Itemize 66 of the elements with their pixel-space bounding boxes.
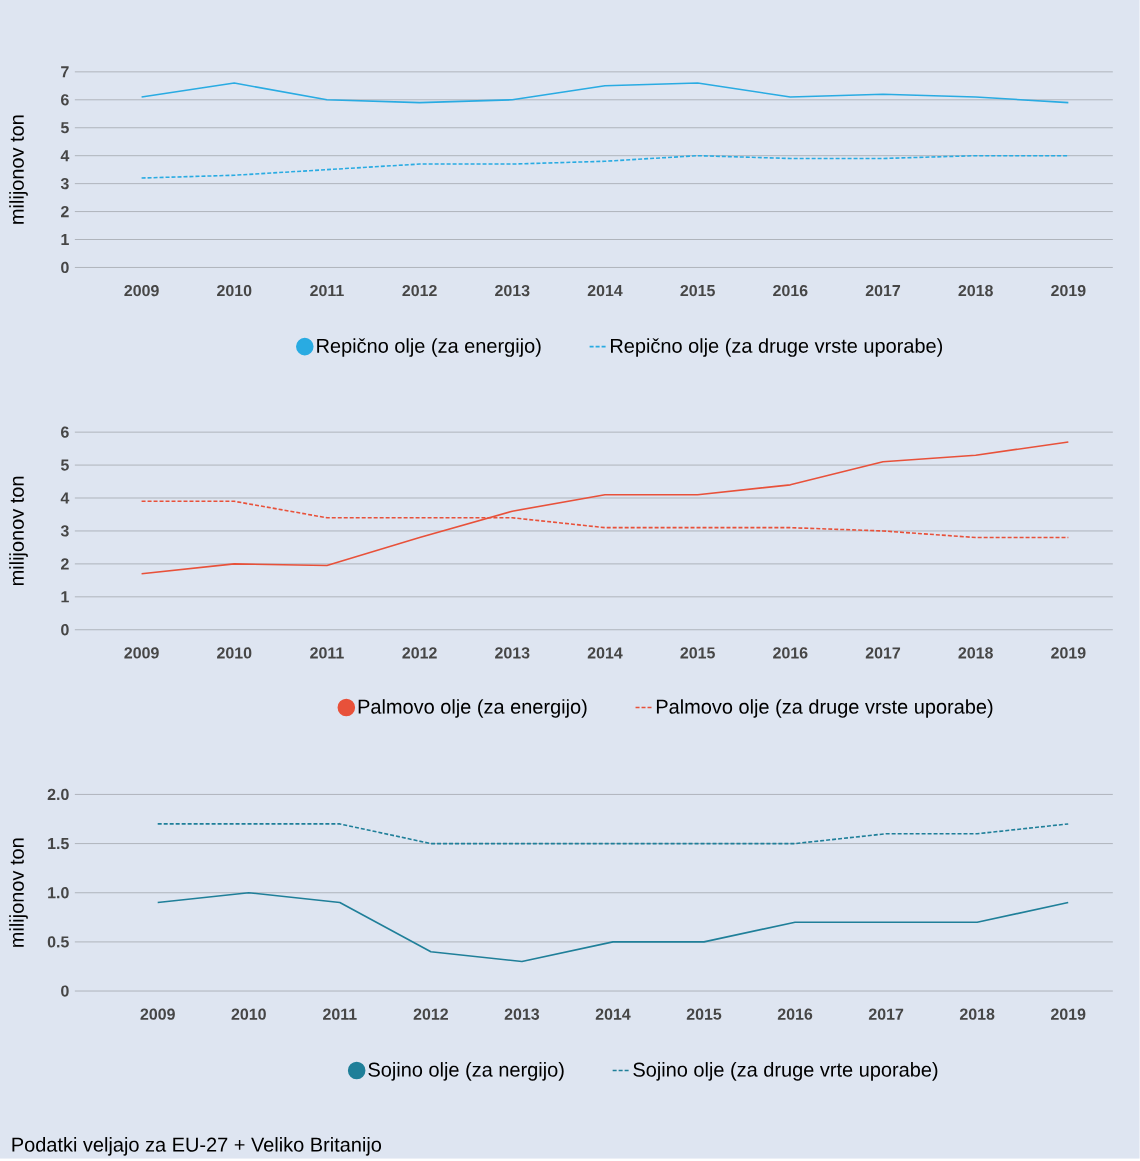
x-tick-label: 2012	[413, 1008, 449, 1020]
x-tick-label: 2011	[310, 647, 344, 659]
legend-label: Palmovo olje (za energijo)	[358, 699, 587, 718]
x-tick-label: 2013	[504, 1008, 540, 1020]
x-tick-label: 2015	[686, 1008, 722, 1020]
x-tick-label: 2013	[495, 284, 530, 297]
y-tick-label: 2	[61, 206, 69, 218]
y-tick-label: 1	[61, 234, 70, 246]
legend-label: Sojino olje (za druge vrte uporabe)	[633, 1062, 938, 1081]
x-tick-label: 2017	[865, 284, 901, 297]
y-tick-label: 6	[61, 94, 69, 106]
y-tick-label: 1.0	[48, 887, 69, 899]
y-tick-label: 5	[61, 122, 70, 134]
line-series	[140, 441, 1070, 575]
x-tick-label: 2013	[495, 647, 530, 659]
y-tick-label: 2.0	[47, 788, 69, 801]
x-tick-label: 2014	[595, 1008, 631, 1020]
legend-label: Palmovo olje (za druge vrste uporabe)	[657, 699, 993, 718]
y-tick-label: 0	[61, 985, 69, 997]
text: Podatki veljajo za EU-27 + Veliko Britanijo	[12, 1137, 382, 1156]
line-series	[140, 82, 1070, 104]
y-tick-label: 1.5	[48, 838, 70, 850]
x-tick-label: 2010	[217, 647, 252, 659]
legend-label: Sojino olje (za nergijo)	[368, 1062, 564, 1081]
x-tick-label: 2012	[402, 647, 437, 659]
x-tick-label: 2009	[124, 647, 159, 659]
x-tick-label: 2019	[1051, 1008, 1086, 1020]
x-tick-label: 2015	[680, 647, 716, 659]
x-tick-label: 2016	[777, 1008, 813, 1020]
y-axis-title: milijonov ton	[9, 115, 28, 224]
legend-label: Repično olje (za energijo)	[317, 338, 541, 357]
x-tick-label: 2009	[124, 284, 159, 297]
y-axis-title: milijonov ton	[9, 476, 28, 586]
x-tick-label: 2009	[140, 1008, 175, 1020]
line-series	[140, 154, 1070, 179]
y-tick-label: 2	[61, 558, 69, 570]
x-tick-label: 2018	[958, 284, 994, 297]
y-tick-label: 1	[61, 591, 70, 603]
x-tick-label: 2018	[958, 647, 994, 659]
x-tick-label: 2015	[680, 284, 716, 297]
y-tick-label: 0.5	[47, 936, 70, 948]
x-tick-label: 2019	[1051, 284, 1086, 297]
y-tick-label: 4	[60, 492, 70, 504]
x-tick-label: 2011	[310, 284, 344, 297]
x-tick-label: 2014	[587, 284, 623, 297]
y-tick-label: 0	[61, 624, 69, 636]
y-tick-label: 7	[61, 66, 69, 78]
x-tick-label: 2011	[323, 1008, 357, 1020]
x-tick-label: 2017	[869, 1008, 904, 1020]
x-tick-label: 2018	[960, 1008, 995, 1020]
x-tick-label: 2014	[587, 647, 623, 659]
y-tick-label: 3	[60, 177, 69, 190]
x-tick-label: 2010	[231, 1008, 266, 1020]
x-tick-label: 2012	[402, 284, 437, 297]
legend-label: Repično olje (za druge vrste uporabe)	[611, 338, 943, 357]
x-tick-label: 2016	[773, 647, 808, 659]
x-tick-label: 2019	[1051, 647, 1086, 659]
x-tick-label: 2017	[865, 647, 901, 659]
y-axis-title: milijonov ton	[9, 838, 28, 947]
y-tick-label: 5	[61, 459, 70, 471]
x-tick-label: 2016	[773, 284, 808, 297]
y-tick-label: 0	[61, 261, 69, 274]
y-tick-label: 3	[60, 525, 69, 537]
x-tick-label: 2010	[217, 284, 252, 297]
y-tick-label: 6	[61, 426, 69, 438]
y-tick-label: 4	[60, 150, 70, 162]
